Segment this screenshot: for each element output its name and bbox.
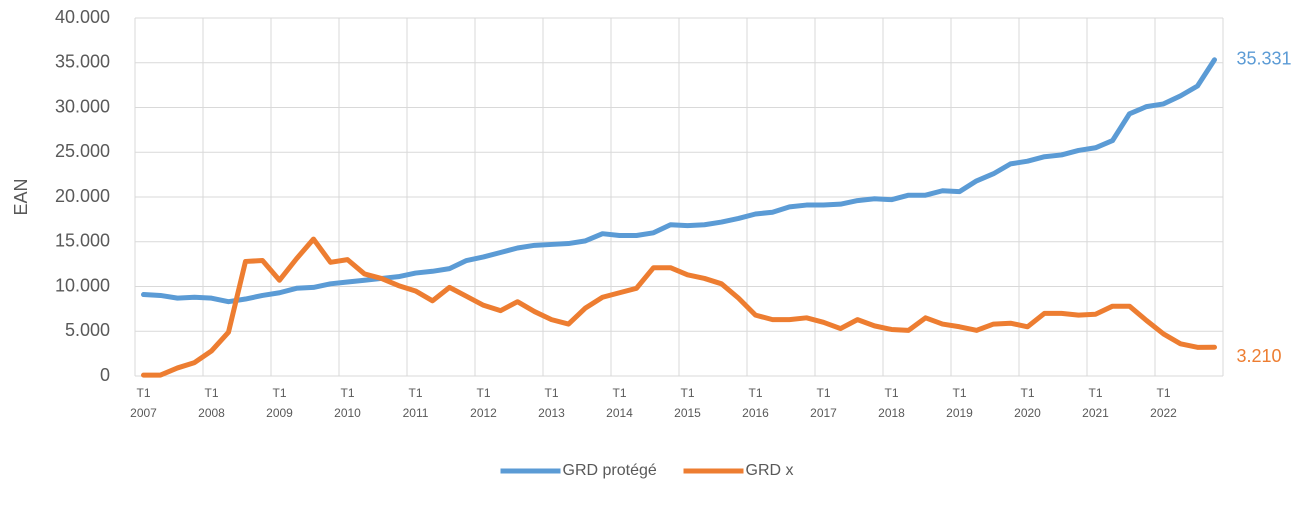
legend-label: GRD x: [746, 462, 794, 479]
x-tick-label: 2009: [266, 406, 293, 420]
x-tick-label: T1: [1088, 386, 1102, 400]
x-tick-label: 2012: [470, 406, 497, 420]
y-tick-label: 10.000: [55, 275, 110, 295]
y-tick-label: 20.000: [55, 186, 110, 206]
x-tick-label: T1: [544, 386, 558, 400]
x-tick-label: T1: [884, 386, 898, 400]
x-tick-label: T1: [612, 386, 626, 400]
x-tick-label: 2011: [403, 406, 429, 420]
y-axis-label: EAN: [11, 178, 31, 215]
x-tick-label: T1: [204, 386, 218, 400]
y-tick-label: 40.000: [55, 7, 110, 27]
x-tick-label: 2016: [742, 406, 769, 420]
y-tick-label: 30.000: [55, 96, 110, 116]
x-tick-label: T1: [136, 386, 150, 400]
x-tick-label: T1: [952, 386, 966, 400]
y-tick-label: 15.000: [55, 231, 110, 251]
data-label: 35.331: [1237, 49, 1292, 69]
x-tick-label: 2008: [198, 406, 225, 420]
legend: GRD protégé GRD x: [500, 462, 794, 479]
x-tick-label: T1: [272, 386, 286, 400]
x-tick-label: T1: [408, 386, 422, 400]
x-tick-label: 2015: [674, 406, 701, 420]
x-tick-label: 2007: [130, 406, 157, 420]
y-tick-label: 0: [100, 365, 110, 385]
x-tick-label: 2020: [1014, 406, 1041, 420]
legend-label: GRD protégé: [563, 462, 657, 479]
x-tick-label: T1: [476, 386, 490, 400]
x-tick-label: 2014: [606, 406, 633, 420]
data-label: 3.210: [1237, 346, 1282, 366]
x-tick-label: 2018: [878, 406, 905, 420]
y-tick-label: 35.000: [55, 52, 110, 72]
x-tick-label: T1: [1020, 386, 1034, 400]
x-tick-label: 2017: [810, 406, 837, 420]
x-tick-label: 2022: [1150, 406, 1177, 420]
y-tick-label: 25.000: [55, 141, 110, 161]
x-tick-label: 2013: [538, 406, 565, 420]
x-tick-label: 2010: [334, 406, 361, 420]
x-tick-label: T1: [816, 386, 830, 400]
x-tick-label: 2019: [946, 406, 973, 420]
x-tick-label: T1: [748, 386, 762, 400]
x-tick-label: 2021: [1082, 406, 1109, 420]
x-tick-label: T1: [340, 386, 354, 400]
x-tick-label: T1: [1156, 386, 1170, 400]
series-line: [141, 236, 1217, 378]
series-line: [141, 57, 1217, 305]
x-tick-label: T1: [680, 386, 694, 400]
y-tick-label: 5.000: [65, 320, 110, 340]
